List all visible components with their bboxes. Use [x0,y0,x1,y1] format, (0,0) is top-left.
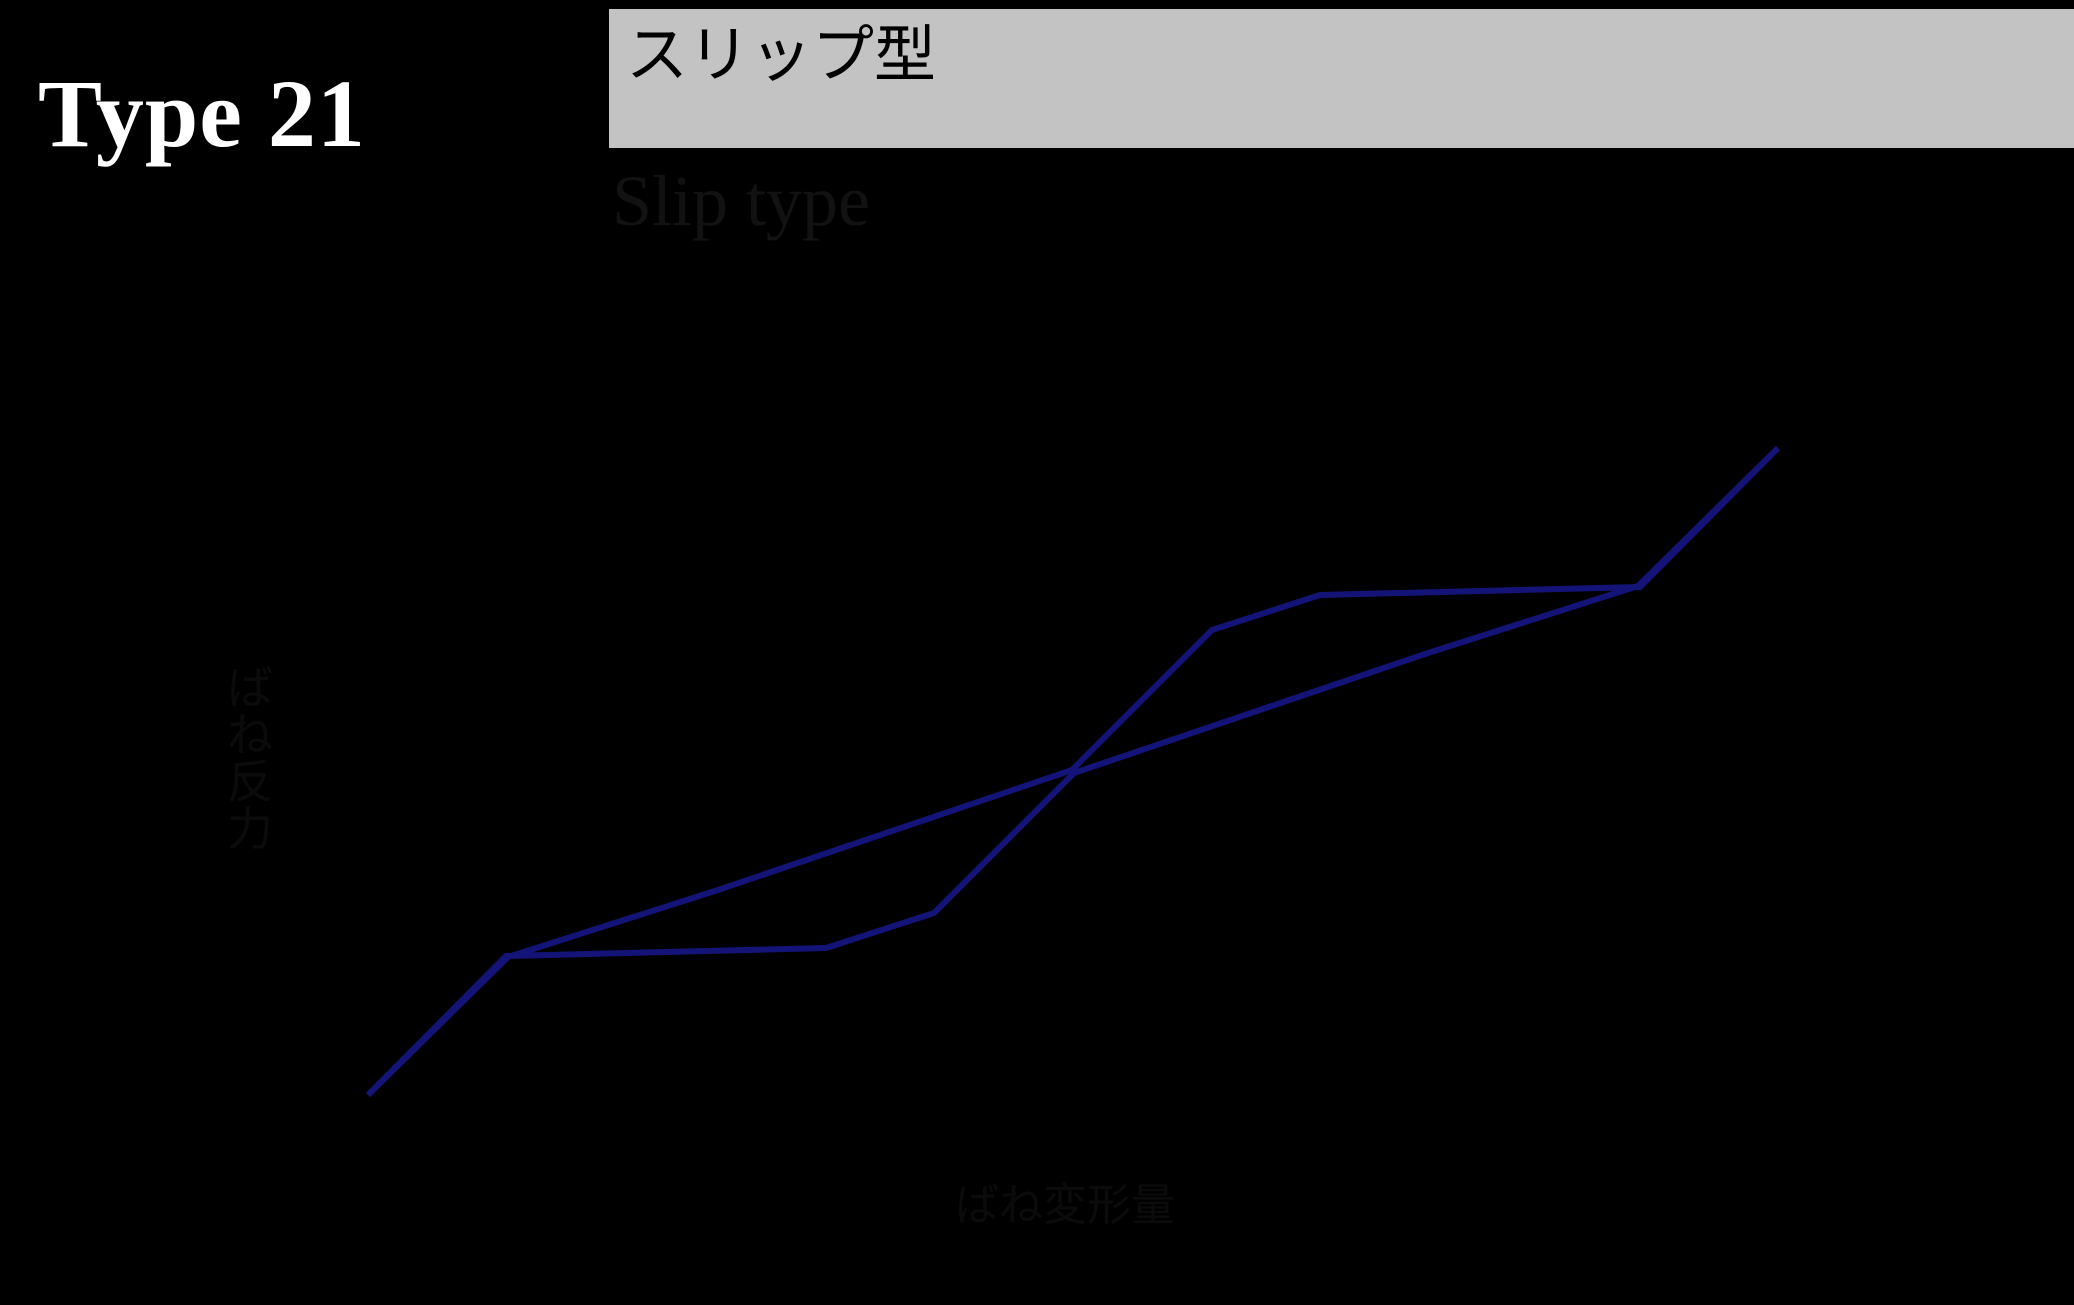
y-axis-label-char: 力 [227,801,273,856]
title-banner: スリップ型 [609,9,2074,148]
subtitle-en: Slip type [612,161,871,241]
x-axis-label: ばね変形量 [955,1180,1175,1231]
page-title: Type 21 [38,60,366,167]
y-axis-label: ばね反力 [215,665,285,853]
y-axis-label-char: ば [227,661,273,715]
banner-title-ja: スリップ型 [626,18,937,91]
y-axis-label-char: 反 [227,754,273,809]
hysteresis-loop-path [365,445,1781,1098]
y-axis-label-char: ね [227,707,273,762]
